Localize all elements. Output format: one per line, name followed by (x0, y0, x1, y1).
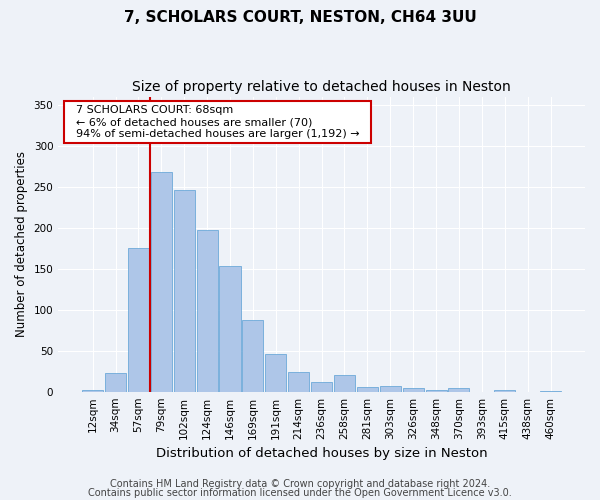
Bar (173, 190, 195, 392)
Bar (334, 376, 355, 392)
Title: Size of property relative to detached houses in Neston: Size of property relative to detached ho… (132, 80, 511, 94)
Bar (403, 388, 424, 392)
Bar (540, 391, 561, 392)
X-axis label: Distribution of detached houses by size in Neston: Distribution of detached houses by size … (156, 447, 487, 460)
Bar (288, 372, 309, 392)
Bar (380, 386, 401, 392)
Bar (265, 354, 286, 392)
Bar (197, 230, 218, 392)
Text: Contains public sector information licensed under the Open Government Licence v3: Contains public sector information licen… (88, 488, 512, 498)
Bar (425, 390, 446, 392)
Bar (105, 373, 126, 392)
Bar (151, 172, 172, 392)
Text: Contains HM Land Registry data © Crown copyright and database right 2024.: Contains HM Land Registry data © Crown c… (110, 479, 490, 489)
Bar (82, 390, 103, 392)
Text: 7, SCHOLARS COURT, NESTON, CH64 3UU: 7, SCHOLARS COURT, NESTON, CH64 3UU (124, 10, 476, 25)
Bar (448, 388, 469, 392)
Bar (311, 382, 332, 392)
Y-axis label: Number of detached properties: Number of detached properties (15, 151, 28, 337)
Text: 7 SCHOLARS COURT: 68sqm  
  ← 6% of detached houses are smaller (70)  
  94% of : 7 SCHOLARS COURT: 68sqm ← 6% of detached… (69, 106, 367, 138)
Bar (242, 320, 263, 392)
Bar (494, 390, 515, 392)
Bar (220, 266, 241, 392)
Bar (357, 387, 378, 392)
Bar (128, 248, 149, 392)
